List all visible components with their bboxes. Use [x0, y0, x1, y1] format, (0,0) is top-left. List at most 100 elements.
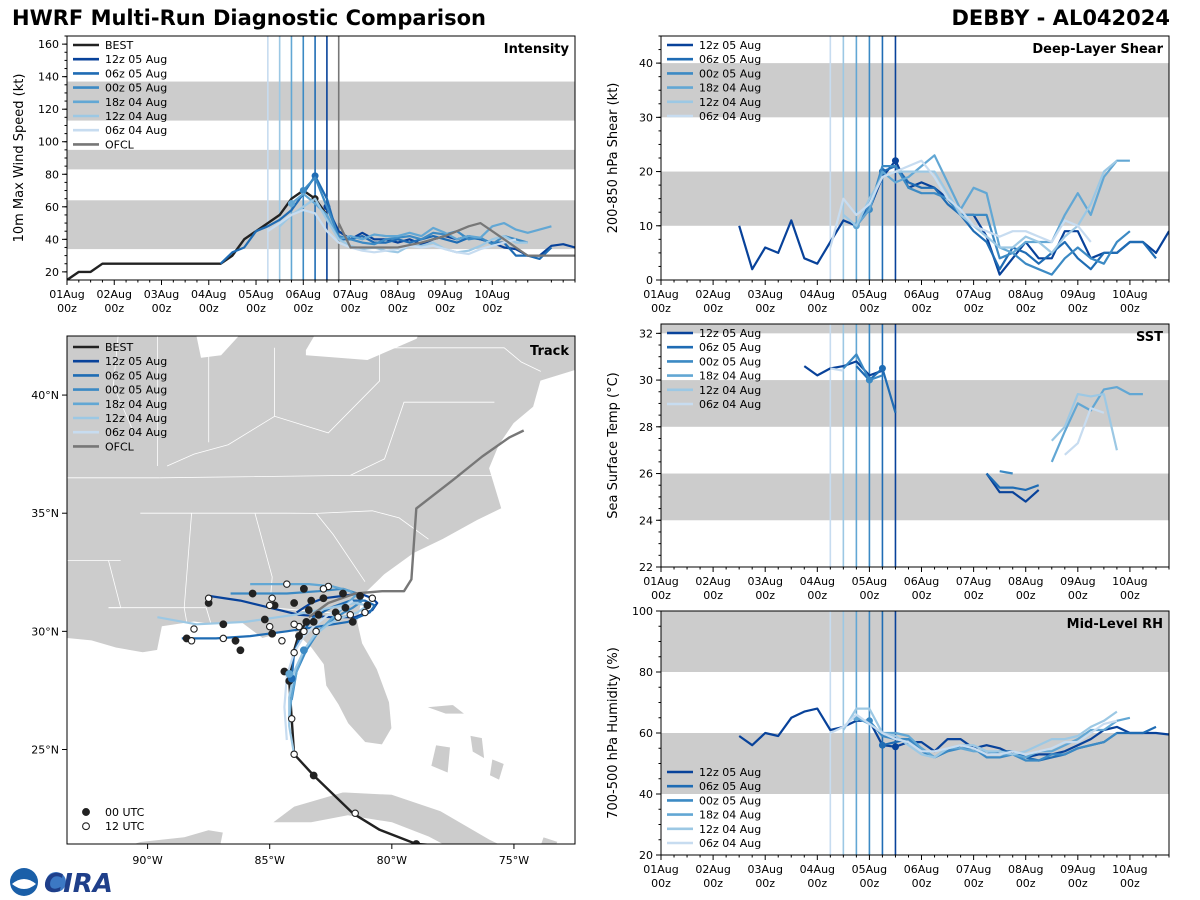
intensity-threshold-band — [67, 149, 575, 170]
track-point-00utc — [260, 615, 269, 624]
shear-xtick-label: 08Aug — [1008, 288, 1043, 301]
shear-xtick-label: 04Aug — [800, 288, 835, 301]
sst-init-marker — [878, 364, 886, 372]
intensity-threshold-band — [67, 81, 575, 121]
sst-xtick-label: 00z — [860, 589, 880, 602]
track-point-00utc — [309, 617, 318, 626]
track-point-00utc — [300, 646, 308, 655]
track-point-12utc — [287, 715, 296, 723]
shear-legend-label: 06z 04 Aug — [699, 110, 761, 123]
state-border — [350, 401, 495, 476]
intensity-legend-label: 00z 05 Aug — [105, 82, 167, 95]
sst-plot-area — [661, 324, 1169, 567]
intensity-xtick-label: 01Aug — [49, 288, 84, 301]
page-title: HWRF Multi-Run Diagnostic Comparison — [12, 6, 487, 30]
shear-xtick-label: 07Aug — [956, 288, 991, 301]
track-point-00utc — [248, 589, 257, 598]
intensity-legend-label: 06z 05 Aug — [105, 67, 167, 80]
lake-erie — [305, 336, 418, 361]
track-point-12utc — [290, 750, 298, 758]
track-point-12utc — [361, 608, 369, 617]
shear-xtick-label: 00z — [651, 302, 671, 315]
intensity-xtick-label: 00z — [246, 302, 266, 315]
rh-xtick-label: 00z — [651, 877, 671, 890]
intensity-xtick-label: 00z — [293, 302, 313, 315]
intensity-xtick-label: 08Aug — [380, 288, 415, 301]
intensity-legend-label: 12z 04 Aug — [105, 110, 167, 123]
intensity-xtick-label: 02Aug — [97, 288, 132, 301]
rh-xtick-label: 05Aug — [852, 863, 887, 876]
shear-xtick-label: 05Aug — [852, 288, 887, 301]
sst-ytick-label: 32 — [639, 327, 653, 340]
intensity-xtick-label: 00z — [482, 302, 502, 315]
rh-xtick-label: 10Aug — [1112, 863, 1147, 876]
sst-series-line — [1050, 393, 1118, 451]
shear-series-line — [855, 165, 1157, 271]
intensity-ytick-label: 40 — [45, 233, 59, 246]
intensity-xtick-label: 04Aug — [191, 288, 226, 301]
intensity-legend-label: 18z 04 Aug — [105, 96, 167, 109]
shear-xtick-label: 06Aug — [904, 288, 939, 301]
track-ytick-label: 25°N — [31, 743, 59, 756]
intensity-legend-label: OFCL — [105, 138, 135, 151]
track-point-12utc — [334, 613, 342, 621]
sst-ytick-label: 24 — [639, 514, 653, 527]
state-border — [140, 510, 429, 540]
sst-ytick-label: 30 — [639, 374, 653, 387]
track-legend-label: OFCL — [105, 440, 135, 453]
sst-threshold-band — [661, 380, 1169, 427]
rh-xtick-label: 06Aug — [904, 863, 939, 876]
state-border — [112, 336, 134, 431]
track-point-12utc — [319, 585, 328, 593]
rh-xtick-label: 02Aug — [695, 863, 730, 876]
sst-threshold-band — [661, 473, 1169, 521]
rh-threshold-band — [661, 611, 1169, 672]
intensity-series-line — [267, 209, 517, 256]
rh-panel: 2040608010001Aug00z02Aug00z03Aug00z04Aug… — [606, 605, 1170, 890]
state-border — [183, 513, 192, 622]
sst-xtick-label: 00z — [755, 589, 775, 602]
shear-ytick-label: 40 — [639, 57, 653, 70]
rh-ytick-label: 60 — [639, 727, 653, 740]
rh-legend-label: 12z 05 Aug — [699, 766, 761, 779]
track-xtick-label: 85°W — [255, 854, 285, 867]
shear-xtick-label: 03Aug — [747, 288, 782, 301]
track-line-12z-05-aug — [208, 592, 379, 619]
lake-stclair — [331, 329, 358, 334]
rh-xtick-label: 00z — [860, 877, 880, 890]
track-point-12utc — [187, 637, 196, 645]
rh-xtick-label: 01Aug — [643, 863, 678, 876]
sst-xtick-label: 10Aug — [1112, 575, 1147, 588]
sst-xtick-label: 00z — [807, 589, 827, 602]
sst-xtick-label: 07Aug — [956, 575, 991, 588]
bahamas-andros — [430, 744, 451, 774]
shear-xtick-label: 00z — [1068, 302, 1088, 315]
bahamas-inagua — [540, 836, 559, 844]
track-xtick-label: 80°W — [377, 854, 407, 867]
track-point-00utc — [307, 596, 316, 605]
lake-michigan — [196, 336, 239, 358]
rh-plot-area — [661, 611, 1169, 855]
sst-xtick-label: 04Aug — [800, 575, 835, 588]
shear-plot-area — [661, 36, 1169, 280]
track-ytick-label: 30°N — [31, 625, 59, 638]
sst-series-line — [830, 367, 1105, 456]
track-point-00utc — [300, 584, 308, 593]
track-point-12utc — [278, 637, 286, 645]
track-xtick-label: 75°W — [499, 854, 529, 867]
bahamas-eleuthera — [469, 734, 486, 760]
sst-series-line — [842, 353, 1013, 475]
shear-xtick-label: 01Aug — [643, 288, 678, 301]
track-xtick-label: 90°W — [132, 854, 162, 867]
intensity-init-marker — [311, 172, 319, 180]
sst-xtick-label: 05Aug — [852, 575, 887, 588]
intensity-series-line — [302, 176, 528, 246]
track-point-12utc — [290, 648, 298, 657]
intensity-ytick-label: 100 — [38, 136, 59, 149]
bahamas-cat — [489, 758, 505, 781]
track-legend-label: 06z 04 Aug — [105, 426, 167, 439]
intensity-ytick-label: 60 — [45, 201, 59, 214]
sst-xtick-label: 00z — [703, 589, 723, 602]
sst-frame — [660, 323, 1170, 568]
shear-series-line — [868, 165, 1131, 276]
